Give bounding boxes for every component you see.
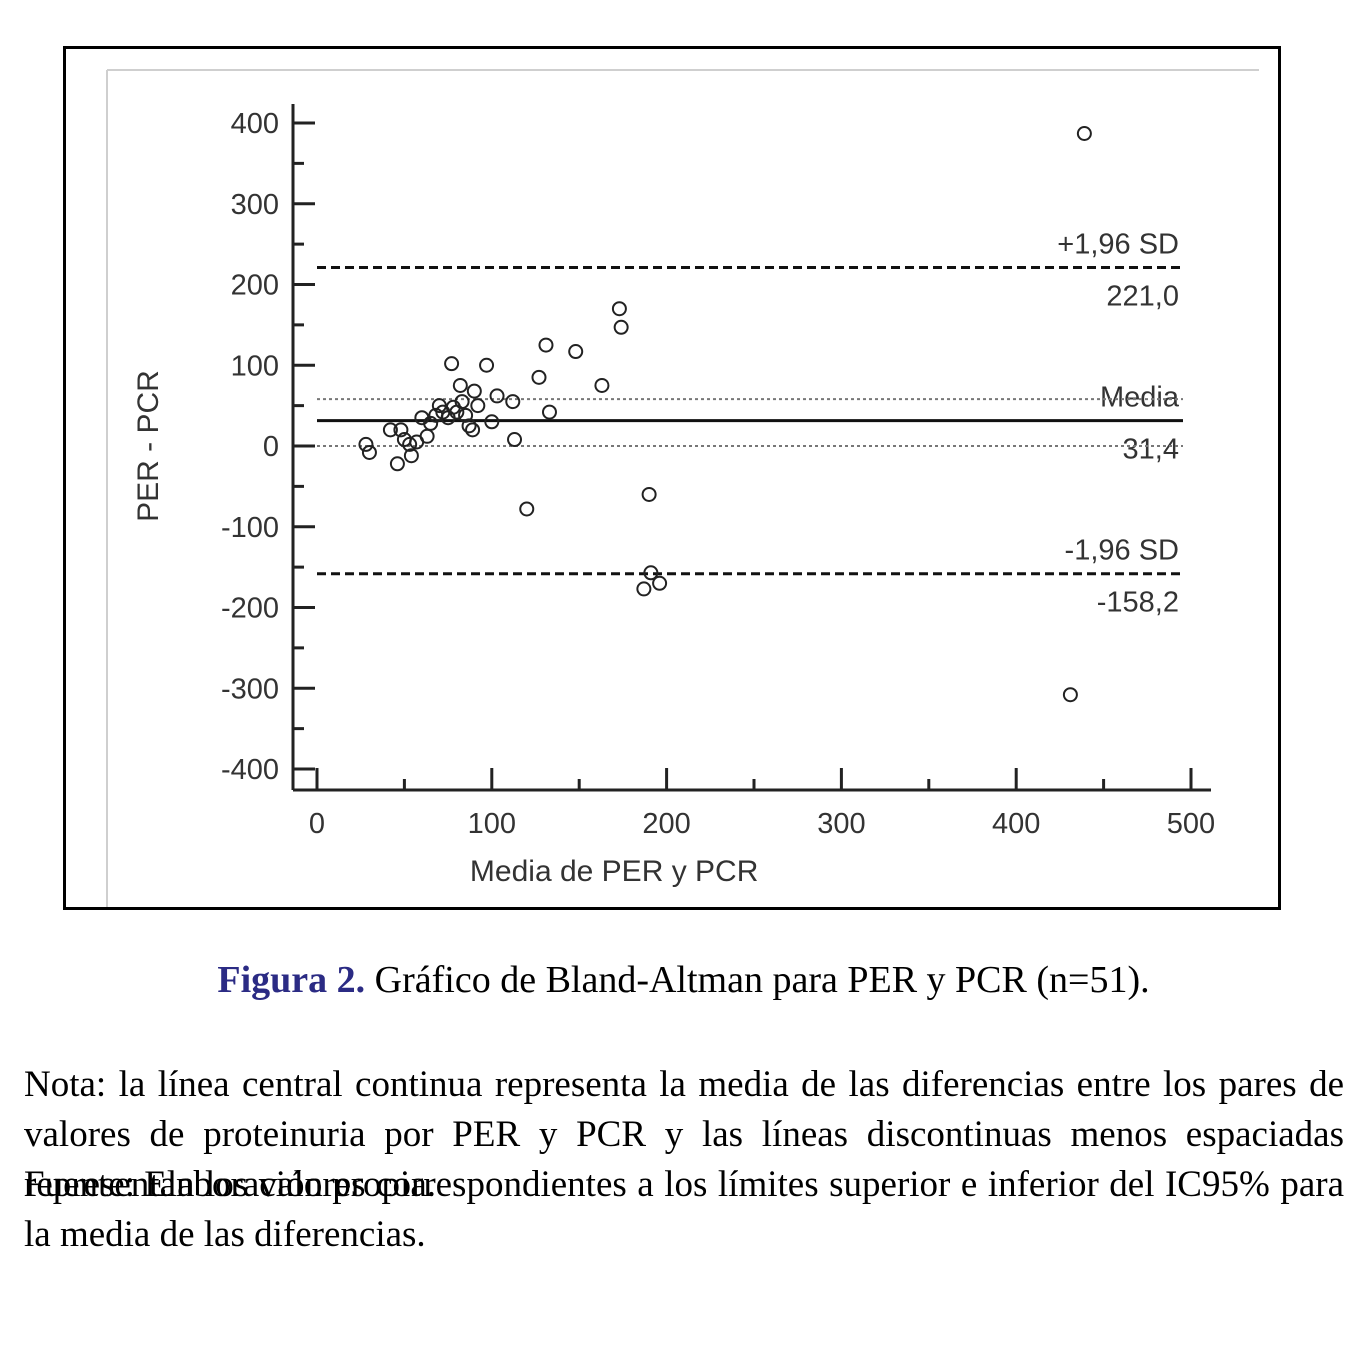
data-point <box>403 448 419 464</box>
data-point <box>1062 687 1078 703</box>
x-axis-title: Media de PER y PCR <box>470 855 758 888</box>
x-tick-label: 0 <box>309 808 325 840</box>
data-point <box>484 414 500 430</box>
data-point <box>1076 125 1092 141</box>
data-point <box>541 404 557 420</box>
data-points <box>358 125 1092 703</box>
data-point <box>423 415 439 431</box>
data-point <box>538 337 554 353</box>
data-point <box>479 357 495 373</box>
data-point <box>531 369 547 385</box>
data-point <box>519 501 535 517</box>
data-point <box>652 575 668 591</box>
x-tick-label: 400 <box>992 808 1040 840</box>
reference-label-value: 221,0 <box>1106 281 1179 313</box>
reference-label-top: Media <box>1100 382 1180 414</box>
figure-caption: Figura 2. Gráfico de Bland-Altman para P… <box>0 958 1367 1002</box>
data-point <box>641 486 657 502</box>
data-point <box>454 394 470 410</box>
data-point <box>402 436 418 452</box>
reference-label-top: -1,96 SD <box>1065 535 1179 567</box>
y-tick-label: -400 <box>221 754 279 786</box>
data-point <box>466 383 482 399</box>
y-tick-label: 0 <box>263 431 279 463</box>
chart-inner-border <box>106 69 1259 907</box>
y-tick-label: -300 <box>221 673 279 705</box>
data-point <box>568 344 584 360</box>
figure-source: Fuente: Elaboración propia. <box>24 1164 437 1205</box>
figure-note: Nota: la línea central continua represen… <box>24 1064 1344 1255</box>
data-point <box>452 377 468 393</box>
x-tick-label: 500 <box>1167 808 1215 840</box>
data-point <box>611 301 627 317</box>
data-point <box>382 422 398 438</box>
axes: 400 300 200 100 0 -100 -200 -300 -400 0 100 200 300 4… <box>221 104 1215 840</box>
x-tick-label: 200 <box>642 808 690 840</box>
caption-label: Figura 2. <box>217 959 366 1001</box>
y-tick-label: 100 <box>231 350 279 382</box>
data-point <box>358 436 374 452</box>
x-tick-label: 100 <box>468 808 516 840</box>
y-tick-label: 400 <box>231 108 279 140</box>
data-point <box>419 428 435 444</box>
data-point <box>489 388 505 404</box>
x-tick-label: 300 <box>817 808 865 840</box>
reference-label-value: -158,2 <box>1097 587 1179 619</box>
y-tick-label: -200 <box>221 593 279 625</box>
y-tick-label: 300 <box>231 189 279 221</box>
y-axis-title: PER - PCR <box>132 370 165 522</box>
data-point <box>594 377 610 393</box>
data-point <box>643 565 659 581</box>
reference-label-value: 31,4 <box>1123 434 1179 466</box>
data-point <box>458 407 474 423</box>
data-point <box>636 581 652 597</box>
data-point <box>507 432 523 448</box>
chart-frame: +1,96 SD 221,0 Media 31,4 -1,96 SD -158,2 400… <box>63 46 1281 910</box>
data-point <box>461 418 477 434</box>
data-point <box>505 394 521 410</box>
data-point <box>613 319 629 335</box>
data-point <box>393 422 409 438</box>
data-point <box>470 398 486 414</box>
y-tick-label: -100 <box>221 512 279 544</box>
y-tick-label: 200 <box>231 270 279 302</box>
caption-text: Gráfico de Bland-Altman para PER y PCR (… <box>365 959 1150 1001</box>
bland-altman-chart: +1,96 SD 221,0 Media 31,4 -1,96 SD -158,2 400… <box>106 69 1259 907</box>
reference-lines: +1,96 SD 221,0 Media 31,4 -1,96 SD -158,2 <box>317 229 1183 619</box>
data-point <box>361 444 377 460</box>
data-point <box>465 422 481 438</box>
data-point <box>444 356 460 372</box>
reference-label-top: +1,96 SD <box>1057 229 1179 261</box>
data-point <box>389 456 405 472</box>
